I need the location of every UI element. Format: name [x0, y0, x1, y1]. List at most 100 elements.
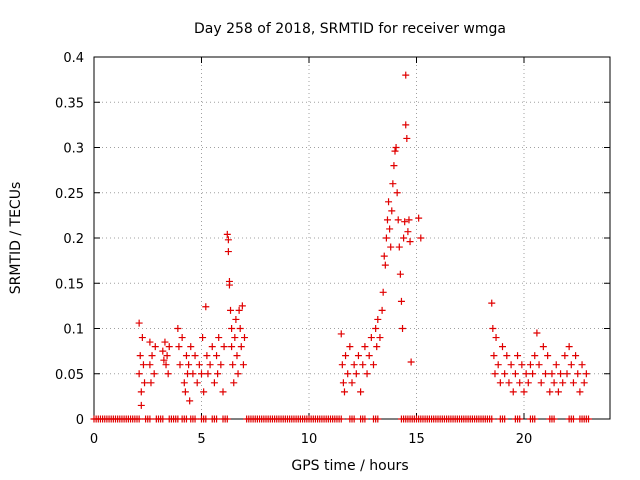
data-point	[407, 358, 415, 366]
data-point	[576, 388, 584, 396]
x-tick-label: 20	[516, 432, 533, 447]
data-point	[214, 370, 222, 378]
data-point	[186, 397, 194, 405]
data-point	[395, 243, 403, 251]
data-point	[402, 71, 410, 79]
y-tick-label: 0.2	[63, 232, 84, 247]
data-point	[379, 288, 387, 296]
data-point	[546, 388, 554, 396]
data-point	[198, 370, 205, 378]
data-point	[569, 379, 577, 387]
data-point	[339, 379, 347, 387]
data-point	[337, 330, 345, 338]
data-point	[135, 415, 143, 423]
data-point	[378, 306, 386, 314]
data-point	[381, 261, 389, 269]
data-point	[386, 225, 394, 233]
data-point	[501, 370, 509, 378]
data-point	[554, 388, 562, 396]
data-point	[394, 216, 402, 224]
data-point	[340, 388, 348, 396]
data-point	[146, 361, 154, 369]
data-point	[496, 379, 504, 387]
data-point	[509, 388, 517, 396]
data-point	[374, 315, 382, 323]
data-point	[150, 370, 158, 378]
data-point	[204, 370, 212, 378]
data-point	[227, 306, 235, 314]
data-point	[516, 415, 524, 423]
data-point	[233, 352, 241, 360]
data-point	[235, 306, 243, 314]
data-point	[213, 352, 221, 360]
y-tick-label: 0.15	[55, 277, 84, 292]
data-point	[193, 379, 201, 387]
y-tick-label: 0.35	[55, 96, 84, 111]
data-point	[569, 415, 577, 423]
data-point	[501, 415, 509, 423]
data-point	[151, 343, 159, 351]
data-point	[491, 370, 499, 378]
data-point	[182, 352, 190, 360]
data-point	[526, 361, 534, 369]
data-point	[376, 334, 384, 342]
data-point	[492, 334, 500, 342]
data-point	[161, 338, 169, 346]
data-point	[137, 388, 145, 396]
data-point	[138, 334, 146, 342]
data-point	[137, 401, 145, 409]
data-point	[337, 415, 345, 423]
data-point	[582, 370, 590, 378]
data-point	[135, 319, 143, 327]
data-point	[531, 415, 539, 423]
data-point	[165, 343, 173, 351]
data-point	[552, 361, 560, 369]
data-point	[163, 352, 171, 360]
data-point	[365, 352, 373, 360]
data-point	[374, 415, 382, 423]
data-point	[195, 361, 203, 369]
data-point	[338, 361, 346, 369]
data-point	[187, 343, 195, 351]
data-point	[180, 379, 188, 387]
data-point	[533, 329, 541, 337]
data-point	[344, 370, 352, 378]
data-point	[499, 343, 506, 351]
data-point	[520, 388, 528, 396]
data-point	[578, 361, 586, 369]
x-tick-label: 15	[408, 432, 425, 447]
data-point	[417, 234, 425, 242]
data-point	[400, 234, 408, 242]
data-point	[514, 352, 522, 360]
data-point	[357, 388, 365, 396]
data-point	[572, 352, 580, 360]
data-point	[232, 315, 240, 323]
data-point	[354, 352, 362, 360]
data-point	[363, 370, 371, 378]
data-point	[146, 415, 154, 423]
data-point	[580, 379, 588, 387]
data-point	[159, 415, 167, 423]
grid-lines	[94, 57, 610, 419]
data-point	[361, 415, 369, 423]
y-tick-label: 0.25	[55, 187, 84, 202]
data-point	[225, 281, 233, 289]
data-point	[401, 218, 409, 226]
data-point	[159, 347, 167, 355]
data-point	[367, 334, 375, 342]
data-point	[160, 356, 168, 364]
data-point	[147, 379, 155, 387]
data-point	[489, 325, 497, 332]
data-point	[237, 343, 245, 351]
chart-title: Day 258 of 2018, SRMTID for receiver wmg…	[194, 21, 506, 37]
data-point	[238, 302, 246, 310]
data-point	[199, 334, 207, 342]
data-point	[544, 352, 552, 360]
y-tick-label: 0.05	[55, 368, 84, 383]
data-point	[136, 352, 144, 360]
data-point	[224, 248, 232, 256]
data-point	[405, 216, 413, 224]
data-point	[550, 415, 558, 423]
data-point	[350, 415, 358, 423]
data-point	[162, 361, 170, 369]
